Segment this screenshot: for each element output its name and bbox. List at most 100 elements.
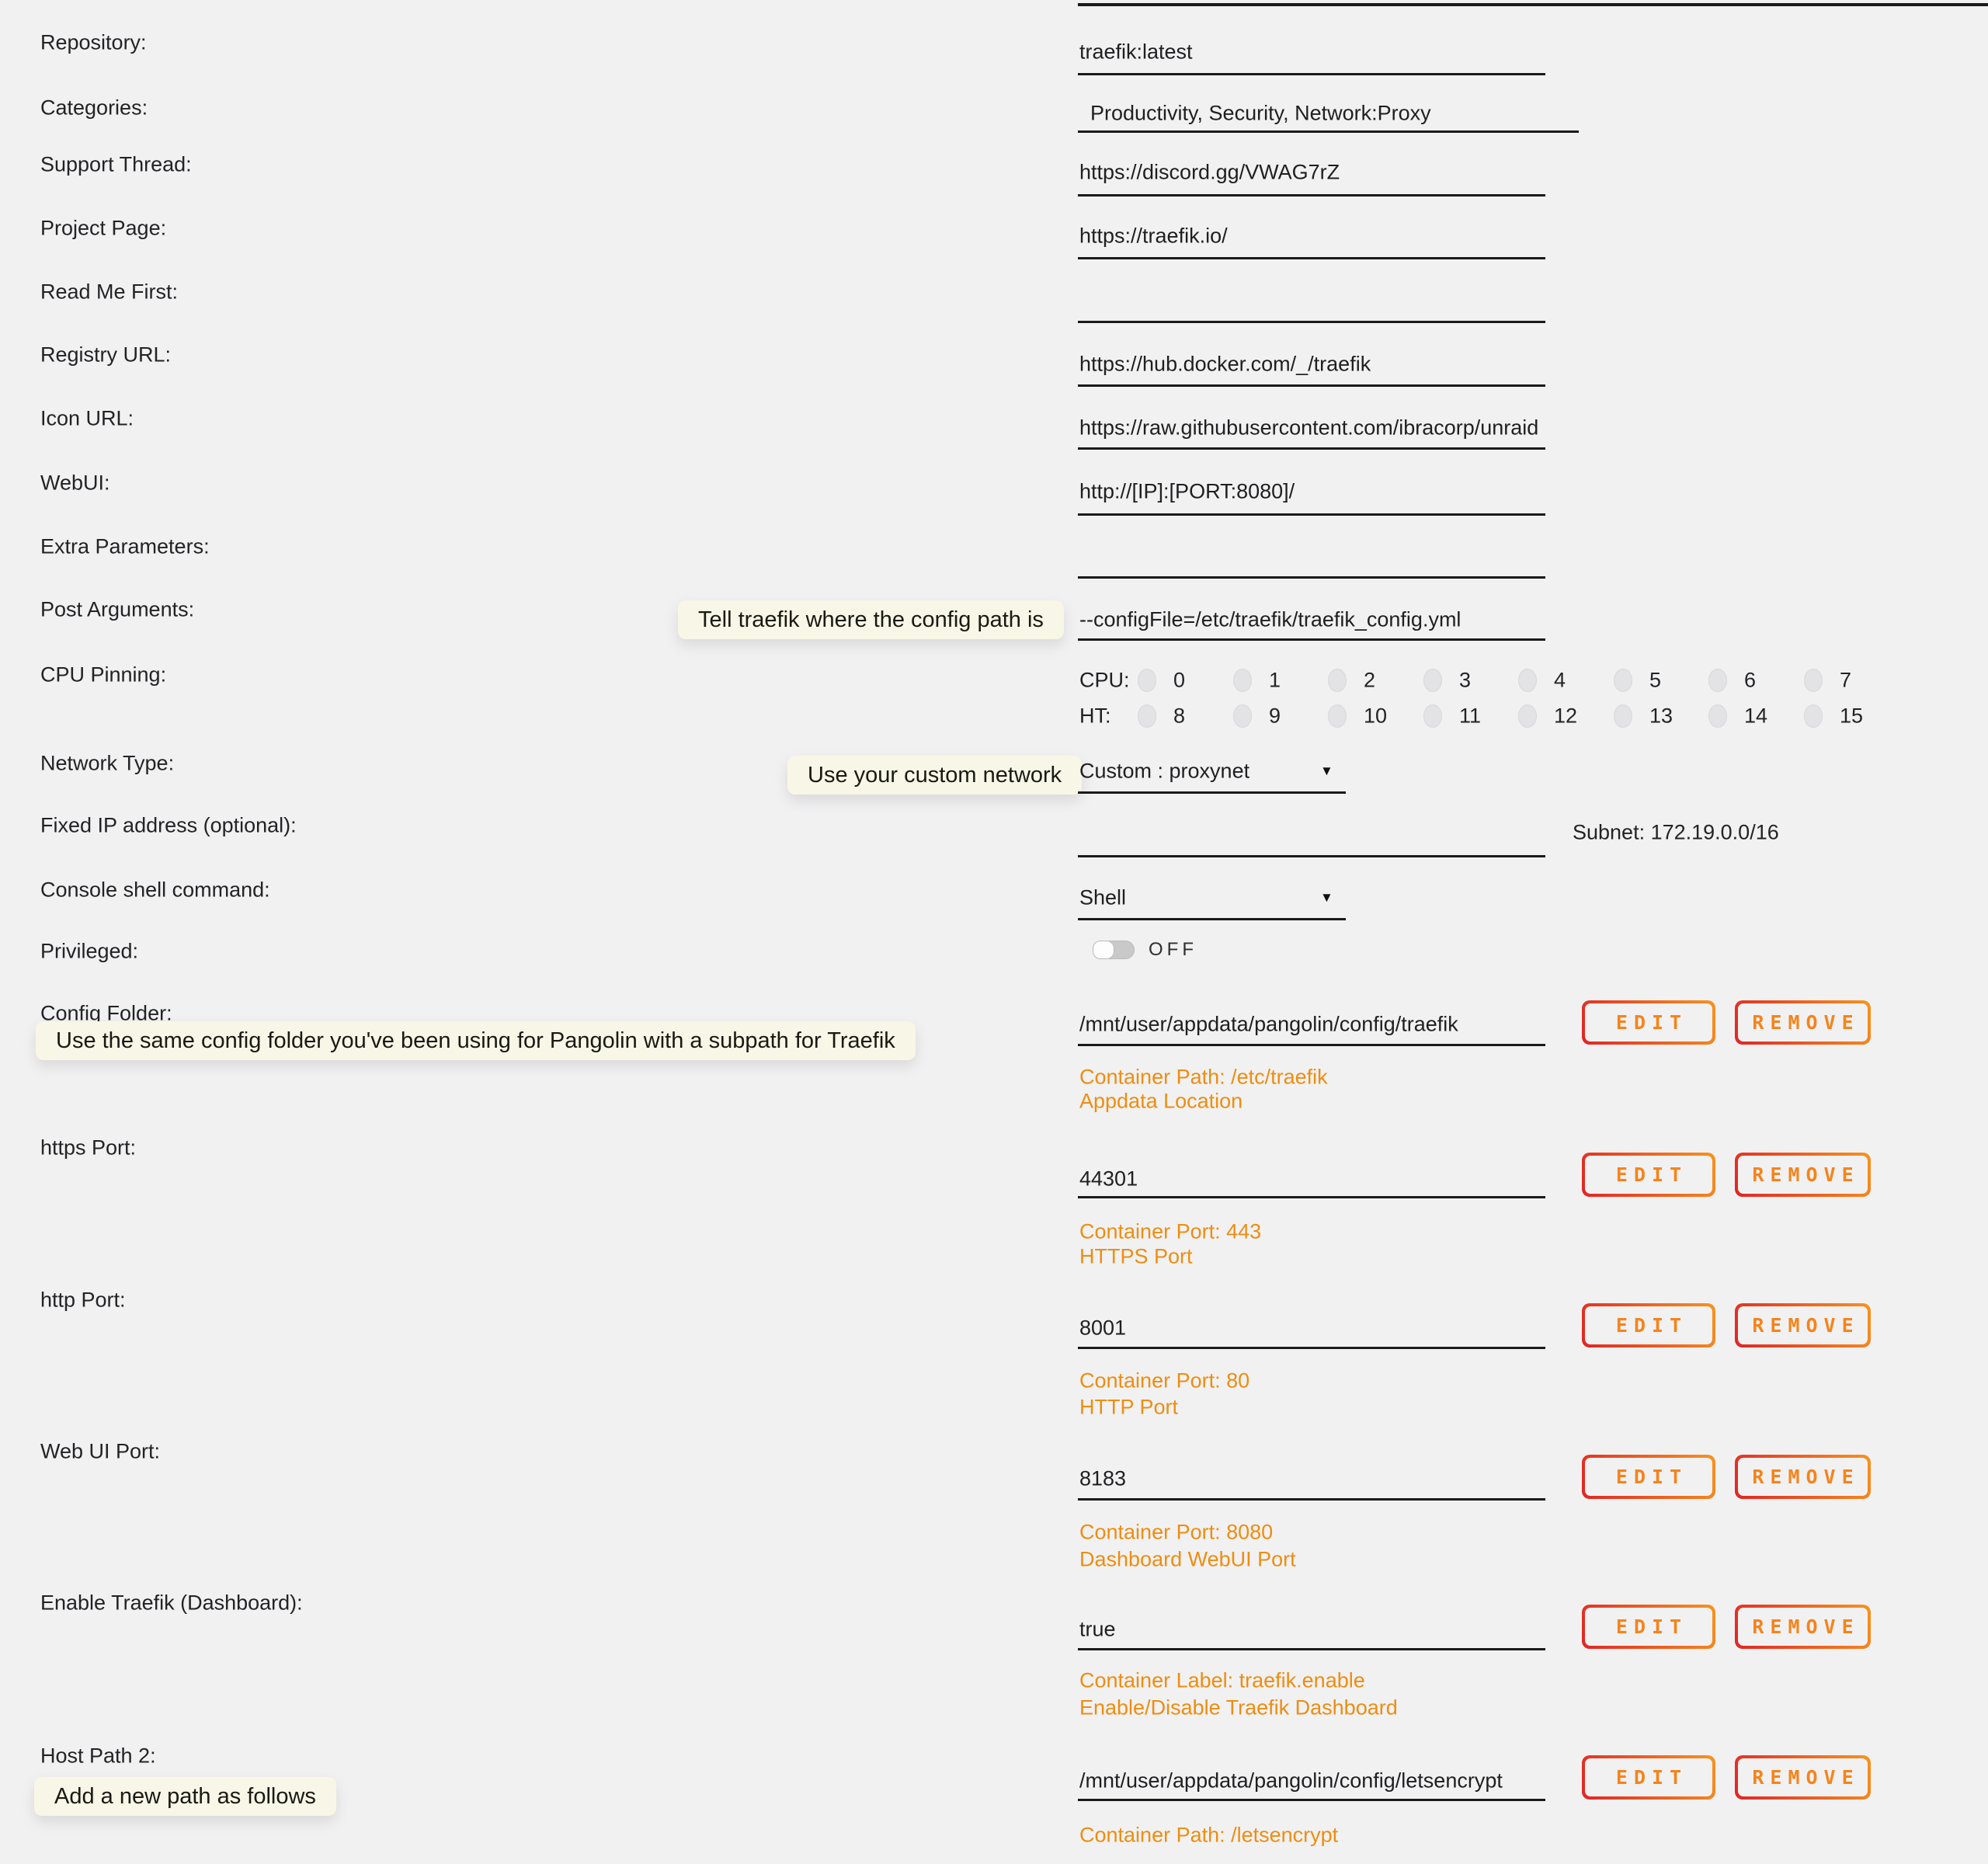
field-label-host-path-2: Host Path 2: — [40, 1744, 156, 1768]
repository-input[interactable]: traefik:latest — [1079, 40, 1193, 64]
config-folder-remove-button[interactable]: REMOVE — [1735, 1000, 1871, 1045]
https-port-container-port-note: Container Port: 443 — [1079, 1219, 1262, 1243]
enable-traefik-edit-button[interactable]: EDIT — [1582, 1605, 1715, 1649]
host-path-2-edit-button[interactable]: EDIT — [1582, 1755, 1715, 1800]
ht-13-checkbox[interactable] — [1614, 704, 1632, 728]
cpu-2-label: 2 — [1364, 668, 1376, 692]
config-folder-underline — [1078, 1044, 1545, 1046]
ht-10-label: 10 — [1364, 704, 1388, 728]
field-label-web-ui-port: Web UI Port: — [40, 1439, 161, 1463]
privileged-toggle-knob[interactable] — [1093, 941, 1114, 959]
categories-input-underline — [1078, 130, 1579, 133]
ht-row-label: HT: — [1079, 704, 1111, 728]
fixed-ip-underline — [1078, 855, 1545, 857]
field-label-network-type: Network Type: — [40, 751, 175, 775]
https-port-edit-button[interactable]: EDIT — [1582, 1153, 1715, 1197]
ht-8-checkbox[interactable] — [1138, 704, 1156, 728]
registry-url-input[interactable]: https://hub.docker.com/_/traefik — [1079, 352, 1371, 376]
http-port-underline — [1078, 1347, 1545, 1349]
icon-url-input[interactable]: https://raw.githubusercontent.com/ibraco… — [1079, 416, 1539, 440]
field-label-console-shell: Console shell command: — [40, 878, 270, 902]
web-ui-port-description-note: Dashboard WebUI Port — [1079, 1547, 1296, 1571]
field-label-webui: WebUI: — [40, 471, 110, 495]
https-port-input[interactable]: 44301 — [1079, 1167, 1138, 1191]
project-page-input[interactable]: https://traefik.io/ — [1079, 224, 1228, 248]
console-shell-select[interactable]: Shell — [1079, 885, 1127, 909]
https-port-underline — [1078, 1196, 1545, 1198]
field-label-config-folder: Config Folder: — [40, 1001, 172, 1025]
ht-12-checkbox[interactable] — [1518, 704, 1537, 728]
cpu-1-label: 1 — [1269, 668, 1281, 692]
cpu-3-checkbox[interactable] — [1423, 669, 1442, 692]
cpu-4-label: 4 — [1554, 668, 1566, 692]
cpu-4-checkbox[interactable] — [1518, 669, 1537, 692]
network-type-select[interactable]: Custom : proxynet — [1079, 759, 1250, 783]
post-arguments-input[interactable]: --configFile=/etc/traefik/traefik_config… — [1079, 607, 1461, 631]
ht-14-label: 14 — [1744, 704, 1768, 728]
cpu-row-label: CPU: — [1079, 668, 1130, 692]
ht-11-checkbox[interactable] — [1423, 704, 1442, 728]
cpu-5-checkbox[interactable] — [1614, 669, 1632, 692]
ht-15-checkbox[interactable] — [1804, 704, 1823, 728]
console-shell-underline — [1078, 918, 1346, 920]
https-port-description-note: HTTPS Port — [1079, 1244, 1193, 1268]
cpu-0-label: 0 — [1173, 668, 1186, 692]
host-path-2-underline — [1078, 1799, 1545, 1801]
cpu-2-checkbox[interactable] — [1328, 669, 1347, 692]
field-label-repository: Repository: — [40, 30, 147, 54]
host-path-2-container-path-note: Container Path: /letsencrypt — [1079, 1823, 1339, 1847]
categories-input[interactable]: Productivity, Security, Network:Proxy — [1090, 101, 1431, 125]
support-thread-input[interactable]: https://discord.gg/VWAG7rZ — [1079, 160, 1340, 184]
config-folder-tooltip: Use the same config folder you've been u… — [36, 1021, 916, 1060]
http-port-description-note: HTTP Port — [1079, 1395, 1179, 1419]
ht-14-checkbox[interactable] — [1708, 704, 1727, 728]
cpu-1-checkbox[interactable] — [1233, 669, 1252, 692]
host-path-2-tooltip: Add a new path as follows — [34, 1777, 336, 1816]
host-path-2-input[interactable]: /mnt/user/appdata/pangolin/config/letsen… — [1079, 1768, 1503, 1793]
ht-13-label: 13 — [1649, 704, 1673, 728]
http-port-input[interactable]: 8001 — [1079, 1316, 1127, 1340]
console-shell-dropdown-arrow-icon[interactable]: ▼ — [1320, 890, 1333, 905]
ht-9-checkbox[interactable] — [1233, 704, 1252, 728]
webui-input[interactable]: http://[IP]:[PORT:8080]/ — [1079, 479, 1295, 503]
field-label-icon-url: Icon URL: — [40, 406, 134, 430]
ht-12-label: 12 — [1554, 704, 1578, 728]
http-port-edit-button[interactable]: EDIT — [1582, 1303, 1715, 1348]
web-ui-port-container-port-note: Container Port: 8080 — [1079, 1520, 1274, 1544]
enable-traefik-remove-button[interactable]: REMOVE — [1735, 1605, 1871, 1649]
config-folder-container-path-note: Container Path: /etc/traefik — [1079, 1065, 1328, 1089]
http-port-remove-button[interactable]: REMOVE — [1735, 1303, 1871, 1348]
web-ui-port-edit-button[interactable]: EDIT — [1582, 1455, 1715, 1499]
config-folder-input[interactable]: /mnt/user/appdata/pangolin/config/traefi… — [1079, 1012, 1458, 1036]
enable-traefik-underline — [1078, 1648, 1545, 1650]
field-label-https-port: https Port: — [40, 1135, 137, 1160]
ht-9-label: 9 — [1269, 704, 1281, 728]
ht-15-label: 15 — [1840, 704, 1864, 728]
privileged-state-label: OFF — [1149, 939, 1197, 960]
web-ui-port-remove-button[interactable]: REMOVE — [1735, 1455, 1871, 1499]
network-type-tooltip: Use your custom network — [787, 756, 1083, 795]
https-port-remove-button[interactable]: REMOVE — [1735, 1153, 1871, 1197]
field-label-fixed-ip: Fixed IP address (optional): — [40, 813, 297, 837]
cpu-0-checkbox[interactable] — [1138, 669, 1156, 692]
cpu-5-label: 5 — [1649, 668, 1662, 692]
field-label-post-arguments: Post Arguments: — [40, 597, 195, 621]
host-path-2-remove-button[interactable]: REMOVE — [1735, 1755, 1871, 1800]
field-label-support-thread: Support Thread: — [40, 152, 192, 176]
web-ui-port-input[interactable]: 8183 — [1079, 1466, 1127, 1490]
field-label-read-me-first: Read Me First: — [40, 280, 179, 304]
cpu-6-checkbox[interactable] — [1708, 669, 1727, 692]
cpu-7-checkbox[interactable] — [1804, 669, 1823, 692]
config-folder-edit-button[interactable]: EDIT — [1582, 1000, 1715, 1045]
registry-url-underline — [1078, 384, 1545, 387]
repository-input-underline — [1078, 73, 1545, 75]
network-type-dropdown-arrow-icon[interactable]: ▼ — [1320, 763, 1333, 778]
ht-10-checkbox[interactable] — [1328, 704, 1347, 728]
cpu-7-label: 7 — [1840, 668, 1852, 692]
http-port-container-port-note: Container Port: 80 — [1079, 1368, 1250, 1393]
ht-11-label: 11 — [1459, 704, 1482, 728]
enable-traefik-description-note: Enable/Disable Traefik Dashboard — [1079, 1695, 1398, 1720]
config-folder-description-note: Appdata Location — [1079, 1089, 1243, 1113]
network-type-underline — [1078, 791, 1346, 794]
enable-traefik-input[interactable]: true — [1079, 1617, 1116, 1641]
